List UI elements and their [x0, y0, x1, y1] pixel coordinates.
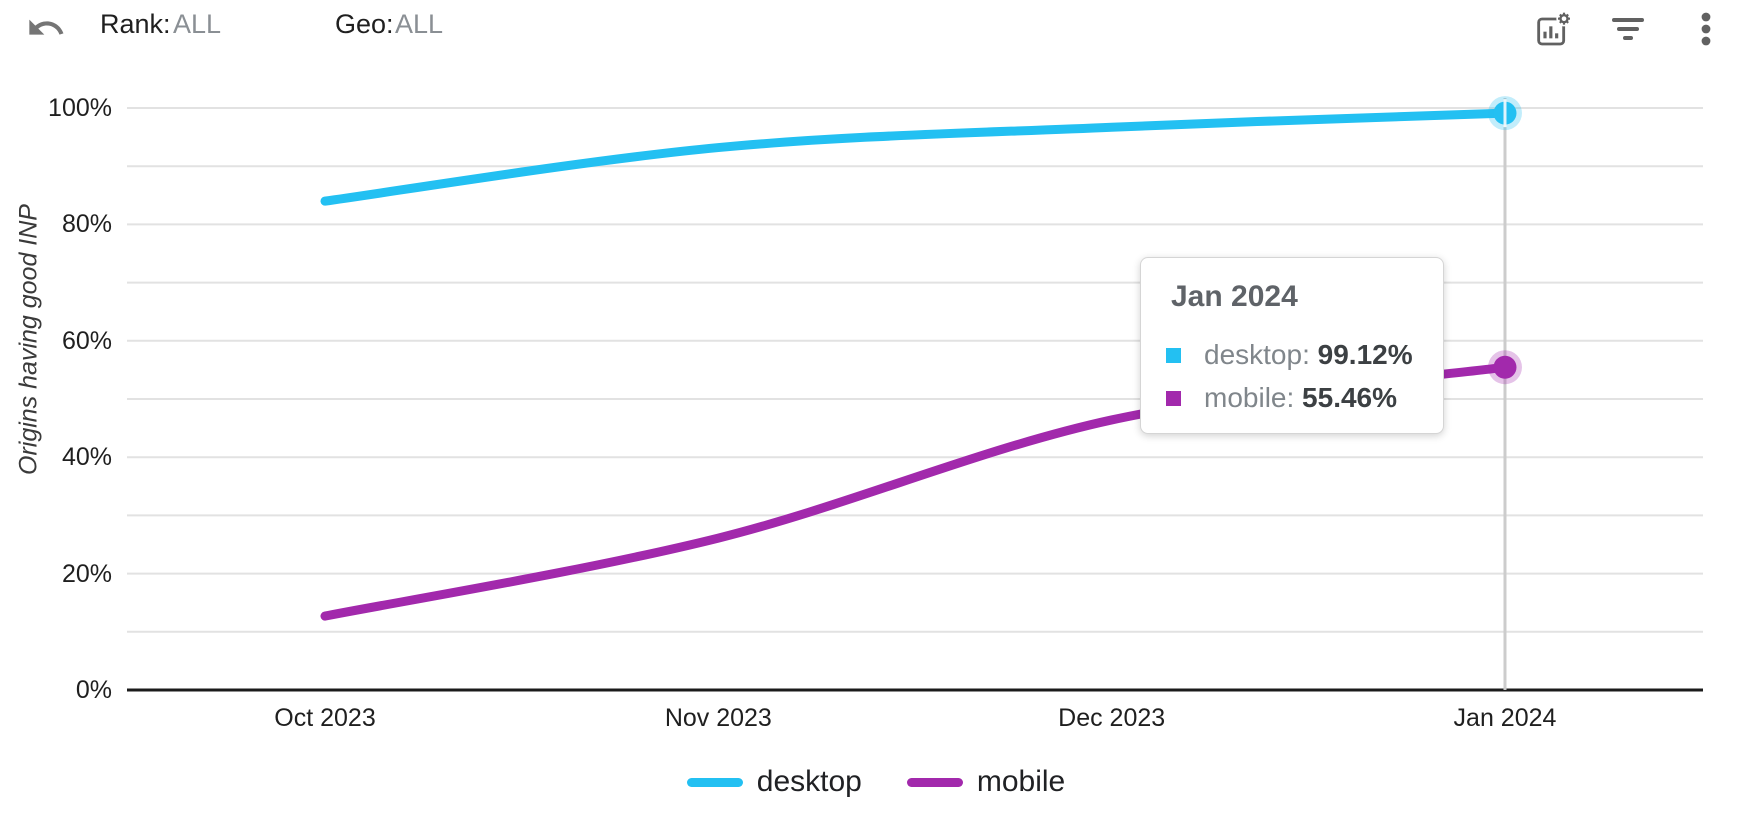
y-tick-label: 0% — [75, 676, 112, 704]
tooltip-value: 99.12% — [1317, 339, 1413, 370]
y-tick-label: 100% — [48, 94, 112, 122]
filter-icon — [1612, 18, 1644, 40]
x-tick-label: Nov 2023 — [664, 704, 772, 732]
x-tick-label: Oct 2023 — [274, 704, 376, 732]
legend-label: mobile — [976, 765, 1066, 798]
more-vertical-icon — [1701, 12, 1711, 46]
undo-button[interactable] — [26, 8, 66, 48]
data-point-mobile[interactable] — [1493, 355, 1517, 379]
desktop-line-swatch-icon — [686, 777, 743, 787]
tooltip-row-desktop: desktop: 99.12% — [1166, 339, 1413, 371]
mobile-swatch-icon — [1166, 390, 1181, 406]
rank-filter-value[interactable]: ALL — [173, 9, 222, 39]
undo-icon — [29, 19, 64, 35]
mobile-line-swatch-icon — [906, 777, 963, 787]
legend-item-desktop[interactable]: desktop — [686, 765, 862, 799]
rank-filter-label: Rank: — [100, 9, 171, 39]
tooltip-row-mobile: mobile: 55.46% — [1166, 382, 1397, 414]
x-tick-label: Jan 2024 — [1453, 704, 1557, 732]
legend-item-mobile[interactable]: mobile — [906, 765, 1066, 799]
geo-filter-label: Geo: — [335, 9, 394, 39]
y-tick-label: 40% — [61, 443, 112, 472]
chart-legend: desktop mobile — [0, 765, 1752, 799]
y-tick-label: 60% — [61, 326, 112, 355]
y-tick-label: 20% — [61, 559, 112, 588]
geo-filter-value[interactable]: ALL — [395, 9, 444, 39]
tooltip-label: mobile: — [1204, 382, 1303, 413]
series-line-desktop — [320, 108, 1510, 206]
chart-settings-button[interactable] — [1532, 9, 1572, 49]
desktop-swatch-icon — [1166, 347, 1181, 363]
tooltip-value: 55.46% — [1302, 382, 1398, 413]
filter-button[interactable] — [1610, 12, 1646, 48]
tooltip-label: desktop: — [1204, 339, 1318, 370]
chart-tooltip: Jan 2024 desktop: 99.12% mobile: 55.46% — [1140, 257, 1444, 434]
chart-settings-icon — [1537, 11, 1572, 46]
x-tick-label: Dec 2023 — [1058, 704, 1166, 732]
more-menu-button[interactable] — [1692, 8, 1720, 52]
tooltip-title: Jan 2024 — [1171, 280, 1298, 313]
y-tick-label: 80% — [61, 210, 112, 239]
legend-label: desktop — [756, 765, 862, 798]
